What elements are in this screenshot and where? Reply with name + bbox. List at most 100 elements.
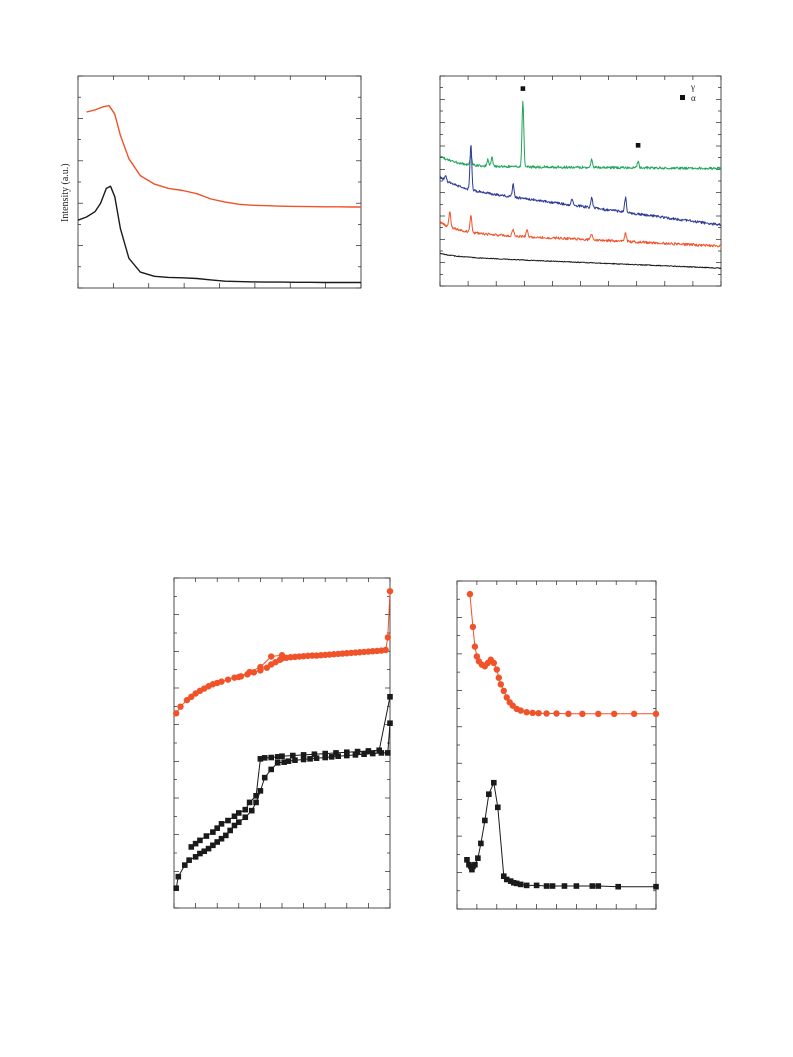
psd-series-0-point <box>543 710 550 717</box>
isotherm-series-0-point <box>188 693 195 700</box>
isotherm-series-2-point <box>328 754 335 760</box>
isotherm-series-2-point <box>257 788 264 794</box>
isotherm-series-3-point <box>242 806 249 813</box>
isotherm-series-2-point <box>307 756 313 762</box>
psd-series-0-point <box>565 710 572 718</box>
isotherm-series-3-point <box>192 840 199 847</box>
psd-series-1-point <box>507 878 514 884</box>
saxs-panel <box>77 75 362 289</box>
isotherm-series-3-point <box>365 748 372 754</box>
isotherm-series-3-point <box>376 747 382 754</box>
isotherm-series-0-point <box>177 703 184 710</box>
isotherm-series-2-point <box>236 819 242 825</box>
psd-series-0-point <box>652 710 660 718</box>
psd-series-1-point <box>513 880 520 887</box>
isotherm-series-3-point <box>257 756 264 762</box>
isotherm-series-2-point <box>369 750 376 757</box>
psd-series-0-point <box>493 666 500 673</box>
isotherm-series-2-point <box>192 854 199 860</box>
isotherm-series-0-point <box>183 696 191 704</box>
isotherm-series-2-point <box>292 757 298 763</box>
isotherm-series-0-point <box>386 588 394 595</box>
xrd-plot-frame <box>439 75 722 287</box>
psd-series-1-point <box>469 866 475 873</box>
isotherm-series-2-point <box>248 807 255 814</box>
saxs-y-axis-label: Intensity (a.u.) <box>60 163 71 222</box>
psd-series-0-point <box>500 687 507 695</box>
psd-series-0-point <box>529 709 536 717</box>
psd-series-1-point <box>503 876 510 883</box>
psd-series-1-point <box>500 873 507 879</box>
isotherm-series-3-point <box>333 750 339 756</box>
psd-series-1-point <box>478 840 484 847</box>
xrd-pattern-green-line <box>439 100 721 171</box>
isotherm-series-3-point <box>311 751 318 758</box>
isotherm-series-3-point <box>268 754 274 761</box>
psd-series-1-point <box>653 883 659 890</box>
legend-label-alpha: α <box>691 93 696 103</box>
psd-series-0-point <box>490 659 498 667</box>
psd-series-1-point <box>573 883 580 889</box>
isotherm-series-2-point <box>253 799 259 806</box>
isotherm-series-3-point <box>290 752 296 759</box>
isotherm-series-2-point <box>322 754 328 761</box>
psd-series-1-point <box>491 779 497 786</box>
isotherm-series-3-point <box>188 844 195 850</box>
isotherm-series-2-point <box>313 755 320 761</box>
isotherm-series-2-point <box>361 751 367 758</box>
psd-plot-frame <box>456 580 657 910</box>
psd-series-0-point <box>503 694 510 701</box>
xrd-pattern-black-line <box>439 252 722 269</box>
isotherm-series-2-point <box>186 857 192 863</box>
isotherm-series-2-point <box>344 752 350 759</box>
isotherm-series-0-point <box>172 710 180 717</box>
isotherm-series-2-point <box>210 842 216 849</box>
isotherm-series-2-point <box>218 835 225 842</box>
isotherm-series-2-point <box>197 850 203 857</box>
isotherm-series-2-point <box>352 752 359 758</box>
isotherm-plot-frame <box>173 577 391 909</box>
isotherm-series-2-point <box>281 759 287 765</box>
psd-series-1-point <box>589 883 596 889</box>
psd-series-0-point <box>535 709 542 717</box>
psd-series-1-point <box>533 882 540 889</box>
isotherm-series-3-point <box>210 829 216 835</box>
pore-size-panel <box>456 580 660 910</box>
psd-series-0-point <box>517 707 524 714</box>
psd-series-0-point <box>466 590 474 598</box>
isotherm-series-2-point <box>182 862 188 868</box>
isotherm-series-3-point <box>236 810 242 816</box>
isotherm-series-3-point <box>387 694 393 700</box>
isotherm-series-3-point <box>231 813 238 820</box>
xrd-pattern-orange-line <box>439 211 722 248</box>
psd-series-1-line <box>466 782 656 888</box>
isotherm-series-0-point <box>382 646 389 654</box>
isotherm-series-2-point <box>268 766 274 773</box>
psd-series-1-point <box>510 879 517 886</box>
psd-series-0-point <box>523 709 530 716</box>
isotherm-series-2-point <box>300 756 307 763</box>
isotherm-series-2-point <box>274 760 281 766</box>
isotherm-series-3-point <box>218 821 225 827</box>
isotherm-series-3-point <box>274 754 281 760</box>
isotherm-series-3-point <box>253 793 259 799</box>
isotherm-series-2-point <box>173 885 179 891</box>
psd-series-1-point <box>482 817 488 824</box>
isotherm-series-1-point <box>257 663 264 671</box>
isotherm-panel <box>172 577 394 909</box>
xrd-pattern-blue-line <box>439 145 722 226</box>
psd-series-0-point <box>473 653 481 660</box>
isotherm-series-3-point <box>214 825 220 831</box>
psd-series-1-point <box>486 791 492 797</box>
psd-series-1-point <box>475 855 481 861</box>
isotherm-series-2-point <box>285 758 292 764</box>
legend-label-gamma: γ <box>690 82 695 92</box>
isotherm-series-2-point <box>242 814 249 821</box>
isotherm-series-3-point <box>344 749 350 756</box>
xrd-panel: γα <box>439 75 722 287</box>
psd-series-1-point <box>561 883 568 889</box>
isotherm-series-2-point <box>261 774 268 781</box>
isotherm-series-2-point <box>335 753 341 759</box>
isotherm-series-2-point <box>214 839 220 845</box>
